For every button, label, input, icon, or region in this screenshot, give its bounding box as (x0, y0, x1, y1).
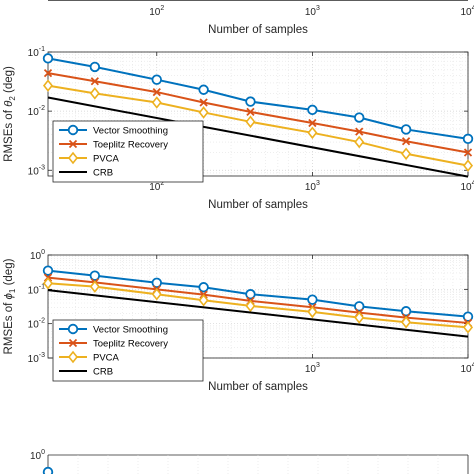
legend-label-2-2: PVCA (93, 353, 120, 364)
legend-label-2-0: Vector Smoothing (93, 325, 168, 336)
data-point-1-0-7 (400, 124, 412, 135)
data-point-1-2-1 (89, 87, 100, 100)
y-tick-label-2-3: 100 (30, 249, 45, 262)
legend-label-2-3: CRB (93, 367, 113, 378)
data-point-1-2-6 (354, 135, 365, 149)
data-point-2-2-6 (354, 311, 365, 324)
data-point-1-0-0 (42, 53, 54, 64)
axes-box-2 (47, 254, 469, 359)
y-axis-label-1: RMSEs of θ2 (deg) (3, 66, 17, 162)
legend-marker-1-2 (67, 151, 79, 165)
x-axis-label-1: Number of samples (208, 199, 308, 211)
data-point-2-0-7 (400, 306, 412, 317)
data-point-2-0-2 (151, 277, 162, 288)
data-point-2-2-7 (401, 315, 412, 329)
legend-label-1-0: Vector Smoothing (93, 126, 168, 137)
data-point-2-0-1 (89, 270, 101, 281)
data-point-1-0-2 (151, 74, 162, 85)
data-point-1-1-7 (401, 137, 411, 146)
data-point-1-0-6 (354, 112, 365, 123)
data-point-2-0-3 (198, 282, 209, 293)
data-point-1-2-8 (462, 159, 474, 172)
data-point-2-2-5 (307, 305, 318, 319)
y-tick-label-2-0: 10-3 (28, 352, 45, 365)
axes-box-1 (47, 51, 469, 177)
data-point-1-0-5 (307, 104, 318, 116)
x-axis-label-0: Number of samples (208, 24, 308, 36)
legend-marker-2-0 (67, 323, 79, 335)
legend-label-2-1: Toeplitz Recovery (93, 339, 168, 350)
legend-label-1-3: CRB (93, 168, 113, 179)
legend-1: Vector Smoothing Toeplitz Recovery PVCA CRB (52, 120, 204, 183)
data-point-1-1-1 (90, 77, 99, 86)
x-tick-label-1-1: 103 (305, 180, 320, 193)
data-point-2-2-2 (151, 287, 162, 301)
data-point-2-2-4 (245, 299, 256, 313)
legend-marker-2-2 (67, 350, 79, 364)
data-point-1-0-4 (245, 96, 256, 107)
x-tick-label-2-2: 104 (460, 362, 474, 375)
data-point-1-1-6 (355, 127, 364, 136)
y-tick-label-1-1: 10-2 (28, 105, 45, 118)
chart-2-theta2-rmse: 102 103 104 10-3 10-2 10-1 Number of samples RM… (3, 46, 474, 211)
data-point-1-2-7 (401, 147, 412, 161)
legend-label-1-1: Toeplitz Recovery (93, 140, 168, 151)
data-point-1-1-8 (463, 148, 473, 157)
legend-2: Vector Smoothing Toeplitz Recovery PVCA CRB (52, 319, 204, 382)
data-point-2-0-0 (42, 265, 54, 276)
data-point-1-0-1 (89, 61, 101, 73)
x-tick-label-2-1: 103 (305, 362, 320, 375)
y-tick-label-2-1: 10-2 (28, 318, 45, 331)
x-axis-label-2: Number of samples (208, 381, 308, 393)
x-tick-label-1-0: 102 (149, 180, 164, 193)
data-point-3-0 (42, 466, 54, 474)
y-tick-label-3-0: 100 (30, 449, 45, 462)
data-point-2-0-4 (245, 289, 256, 300)
data-point-1-2-3 (198, 106, 209, 119)
chart-1-cropped-top: 102 103 104 Number of samples (48, 0, 474, 36)
data-point-1-2-2 (151, 96, 162, 109)
x-tick-label-0-1: 103 (305, 5, 320, 18)
y-tick-label-1-2: 10-1 (28, 46, 45, 59)
data-point-2-0-6 (354, 301, 365, 312)
data-point-1-1-2 (152, 87, 161, 97)
y-tick-label-1-0: 10-3 (28, 164, 45, 177)
series-line-2-3 (47, 289, 469, 338)
data-point-2-0-8 (462, 311, 474, 322)
data-point-1-2-4 (245, 115, 256, 129)
series-line-1-3 (47, 96, 469, 178)
data-point-1-2-5 (307, 126, 318, 140)
chart-4-cropped-bottom: 100g) (3, 449, 469, 474)
data-point-1-1-3 (199, 98, 208, 107)
data-point-1-2-0 (42, 79, 54, 92)
data-point-2-2-0 (42, 277, 54, 290)
data-point-2-2-1 (89, 280, 100, 293)
data-point-1-0-3 (198, 84, 209, 95)
x-tick-label-0-2: 104 (460, 5, 474, 18)
y-axis-label-2: RMSEs of ϕ1 (deg) (3, 258, 17, 354)
data-point-2-0-5 (307, 294, 318, 305)
data-point-1-1-4 (246, 107, 255, 117)
y-tick-label-2-2: 10-1 (28, 283, 45, 296)
data-point-1-1-0 (43, 68, 53, 78)
data-point-1-1-5 (308, 118, 317, 128)
data-point-1-0-8 (462, 133, 474, 145)
legend-marker-1-0 (67, 124, 79, 136)
legend-label-1-2: PVCA (93, 154, 120, 165)
data-point-2-2-8 (462, 321, 474, 334)
data-point-2-2-3 (198, 293, 209, 307)
x-tick-label-1-2: 104 (460, 180, 474, 193)
legend-marker-1-1 (68, 139, 78, 149)
x-tick-label-0-0: 102 (149, 5, 164, 18)
legend-marker-2-1 (68, 338, 78, 348)
